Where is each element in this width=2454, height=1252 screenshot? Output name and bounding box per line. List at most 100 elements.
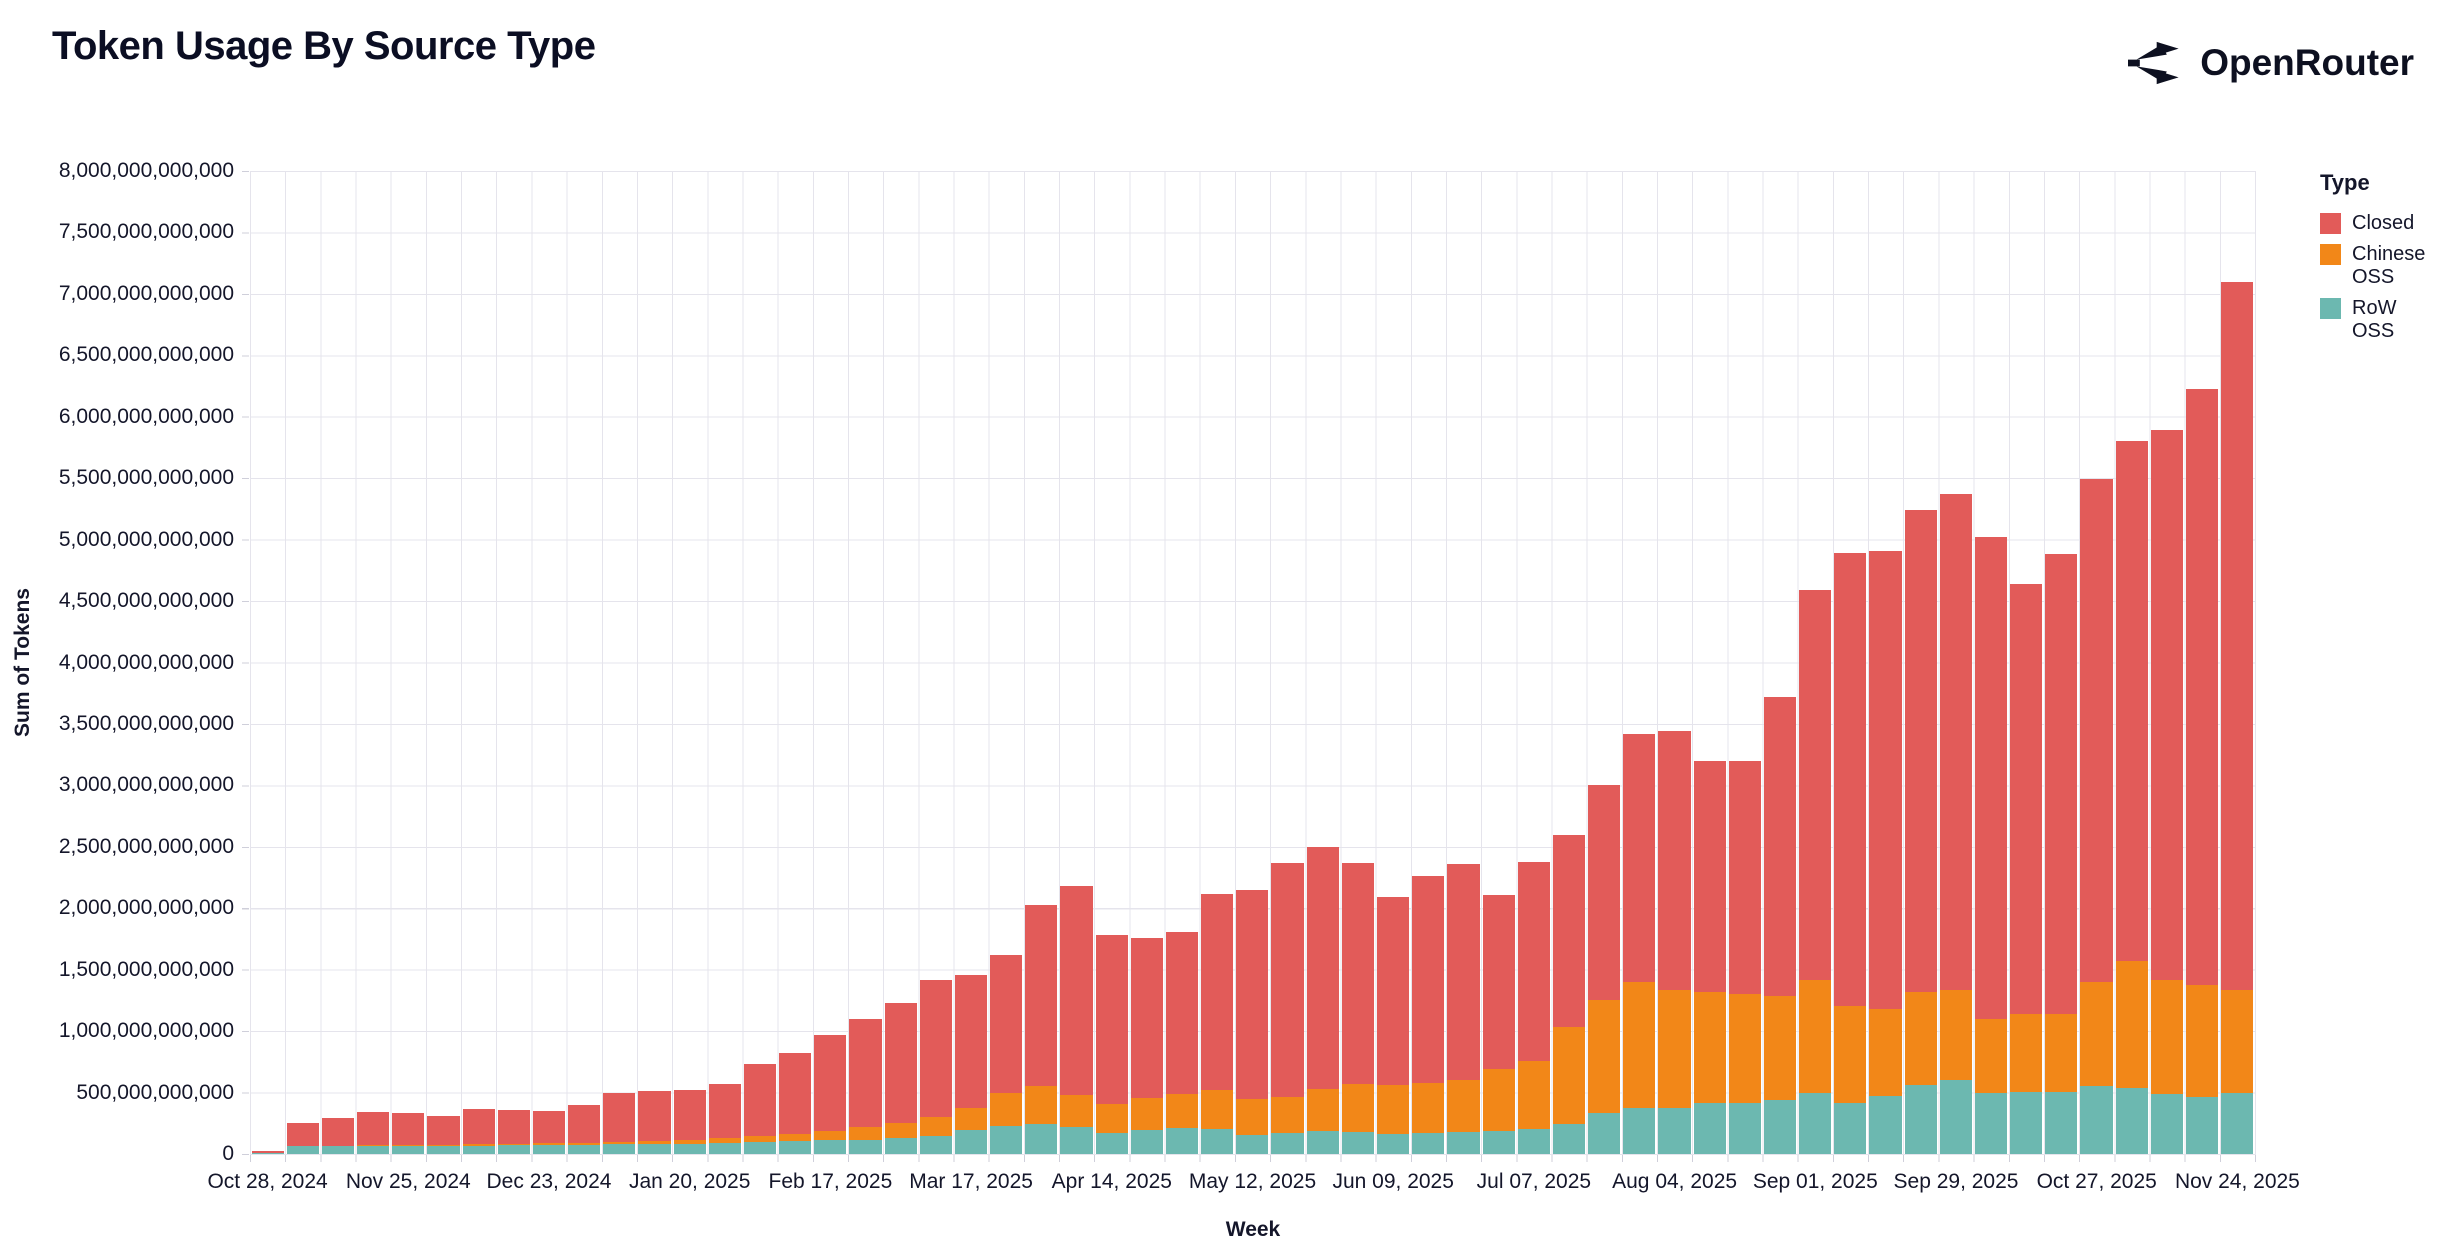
bar-segment-row-oss[interactable] [1763,1100,1797,1154]
bar-segment-row-oss[interactable] [392,1146,425,1154]
bar-segment-closed[interactable] [2115,441,2148,961]
bar-segment-row-oss[interactable] [1517,1129,1550,1154]
bar-segment-chinese-oss[interactable] [1130,1098,1163,1131]
bar-segment-closed[interactable] [1341,863,1374,1084]
bar-segment-row-oss[interactable] [603,1144,636,1154]
bar-segment-closed[interactable] [1693,760,1726,992]
bar-segment-row-oss[interactable] [1447,1131,1480,1154]
bar-segment-chinese-oss[interactable] [2150,979,2183,1095]
bar-segment-closed[interactable] [1060,886,1093,1096]
bar-segment-row-oss[interactable] [1728,1102,1761,1154]
bar-segment-chinese-oss[interactable] [1552,1026,1586,1125]
bar-segment-row-oss[interactable] [1412,1132,1445,1154]
bar-segment-chinese-oss[interactable] [954,1108,988,1131]
bar-segment-chinese-oss[interactable] [990,1092,1023,1126]
bar-segment-row-oss[interactable] [1939,1080,1972,1154]
bar-segment-closed[interactable] [1165,932,1199,1095]
bar-segment-closed[interactable] [497,1109,530,1145]
bar-segment-row-oss[interactable] [427,1145,460,1154]
legend-item-chinese-oss[interactable]: Chinese OSS [2320,243,2450,289]
bar-segment-chinese-oss[interactable] [638,1140,671,1144]
bar-segment-row-oss[interactable] [884,1138,917,1154]
bar-segment-chinese-oss[interactable] [1974,1019,2008,1093]
bar-segment-closed[interactable] [568,1104,601,1143]
bar-segment-row-oss[interactable] [1025,1124,1058,1154]
bar-segment-closed[interactable] [1025,904,1058,1087]
bar-segment-chinese-oss[interactable] [2080,981,2113,1086]
bar-segment-chinese-oss[interactable] [1271,1096,1304,1134]
bar-segment-row-oss[interactable] [497,1145,530,1154]
bar-segment-row-oss[interactable] [1165,1128,1199,1154]
bar-segment-chinese-oss[interactable] [497,1144,530,1146]
bar-segment-chinese-oss[interactable] [849,1126,882,1140]
bar-segment-chinese-oss[interactable] [1834,1006,1867,1104]
bar-segment-row-oss[interactable] [1623,1107,1656,1154]
bar-segment-closed[interactable] [1869,551,1902,1009]
bar-segment-chinese-oss[interactable] [2221,990,2254,1093]
bar-segment-chinese-oss[interactable] [1236,1099,1269,1136]
bar-segment-chinese-oss[interactable] [1377,1085,1410,1134]
bar-segment-closed[interactable] [1412,876,1445,1084]
bar-segment-row-oss[interactable] [251,1153,284,1154]
bar-segment-row-oss[interactable] [1341,1131,1374,1154]
bar-segment-closed[interactable] [462,1109,495,1145]
bar-segment-closed[interactable] [1974,537,2008,1020]
bar-segment-closed[interactable] [708,1084,741,1139]
bar-segment-row-oss[interactable] [1693,1103,1726,1154]
bar-segment-chinese-oss[interactable] [603,1141,636,1145]
bar-segment-closed[interactable] [2010,583,2043,1015]
bar-segment-closed[interactable] [849,1018,882,1127]
bar-segment-closed[interactable] [1201,893,1234,1091]
bar-segment-row-oss[interactable] [357,1145,390,1154]
bar-segment-row-oss[interactable] [779,1141,812,1154]
bar-segment-chinese-oss[interactable] [743,1135,777,1142]
bar-segment-row-oss[interactable] [532,1145,566,1154]
bar-segment-closed[interactable] [1623,733,1656,982]
bar-segment-row-oss[interactable] [321,1146,355,1154]
bar-segment-row-oss[interactable] [708,1142,741,1154]
bar-segment-closed[interactable] [251,1150,284,1154]
bar-segment-row-oss[interactable] [1236,1135,1269,1154]
bar-segment-closed[interactable] [1904,510,1937,992]
bar-segment-row-oss[interactable] [1552,1124,1586,1154]
bar-segment-closed[interactable] [990,954,1023,1093]
bar-segment-chinese-oss[interactable] [1306,1089,1339,1131]
legend-item-row-oss[interactable]: RoW OSS [2320,297,2450,343]
bar-segment-row-oss[interactable] [1271,1133,1304,1154]
bar-segment-chinese-oss[interactable] [532,1143,566,1146]
bar-segment-chinese-oss[interactable] [1939,990,1972,1081]
bar-segment-chinese-oss[interactable] [1658,990,1691,1108]
bar-segment-row-oss[interactable] [1834,1103,1867,1154]
bar-segment-closed[interactable] [532,1111,566,1144]
bar-segment-closed[interactable] [954,974,988,1109]
bar-segment-chinese-oss[interactable] [2115,960,2148,1089]
bar-segment-closed[interactable] [286,1123,319,1146]
bar-segment-closed[interactable] [1236,889,1269,1100]
bar-segment-chinese-oss[interactable] [1869,1008,1902,1097]
bar-segment-chinese-oss[interactable] [1799,979,1832,1093]
bar-segment-closed[interactable] [1271,863,1304,1097]
bar-segment-chinese-oss[interactable] [427,1144,460,1146]
bar-segment-chinese-oss[interactable] [1060,1095,1093,1128]
bar-segment-chinese-oss[interactable] [1412,1083,1445,1133]
bar-segment-row-oss[interactable] [849,1140,882,1154]
bar-segment-closed[interactable] [321,1118,355,1146]
bar-segment-row-oss[interactable] [1974,1092,2008,1154]
bar-segment-closed[interactable] [1130,937,1163,1099]
bar-segment-row-oss[interactable] [1201,1129,1234,1154]
bar-segment-row-oss[interactable] [919,1136,952,1154]
bar-segment-row-oss[interactable] [1799,1092,1832,1154]
bar-segment-chinese-oss[interactable] [357,1145,390,1146]
bar-segment-chinese-oss[interactable] [1025,1086,1058,1125]
bar-segment-chinese-oss[interactable] [919,1116,952,1137]
bar-segment-closed[interactable] [1939,494,1972,991]
bar-segment-chinese-oss[interactable] [1623,981,1656,1108]
bar-segment-row-oss[interactable] [638,1143,671,1154]
bar-segment-chinese-oss[interactable] [1095,1103,1128,1133]
bar-segment-closed[interactable] [884,1002,917,1123]
bar-segment-chinese-oss[interactable] [779,1133,812,1142]
bar-segment-closed[interactable] [427,1115,460,1145]
bar-segment-closed[interactable] [673,1089,706,1140]
bar-segment-closed[interactable] [2185,388,2219,986]
bar-segment-closed[interactable] [1834,553,1867,1007]
